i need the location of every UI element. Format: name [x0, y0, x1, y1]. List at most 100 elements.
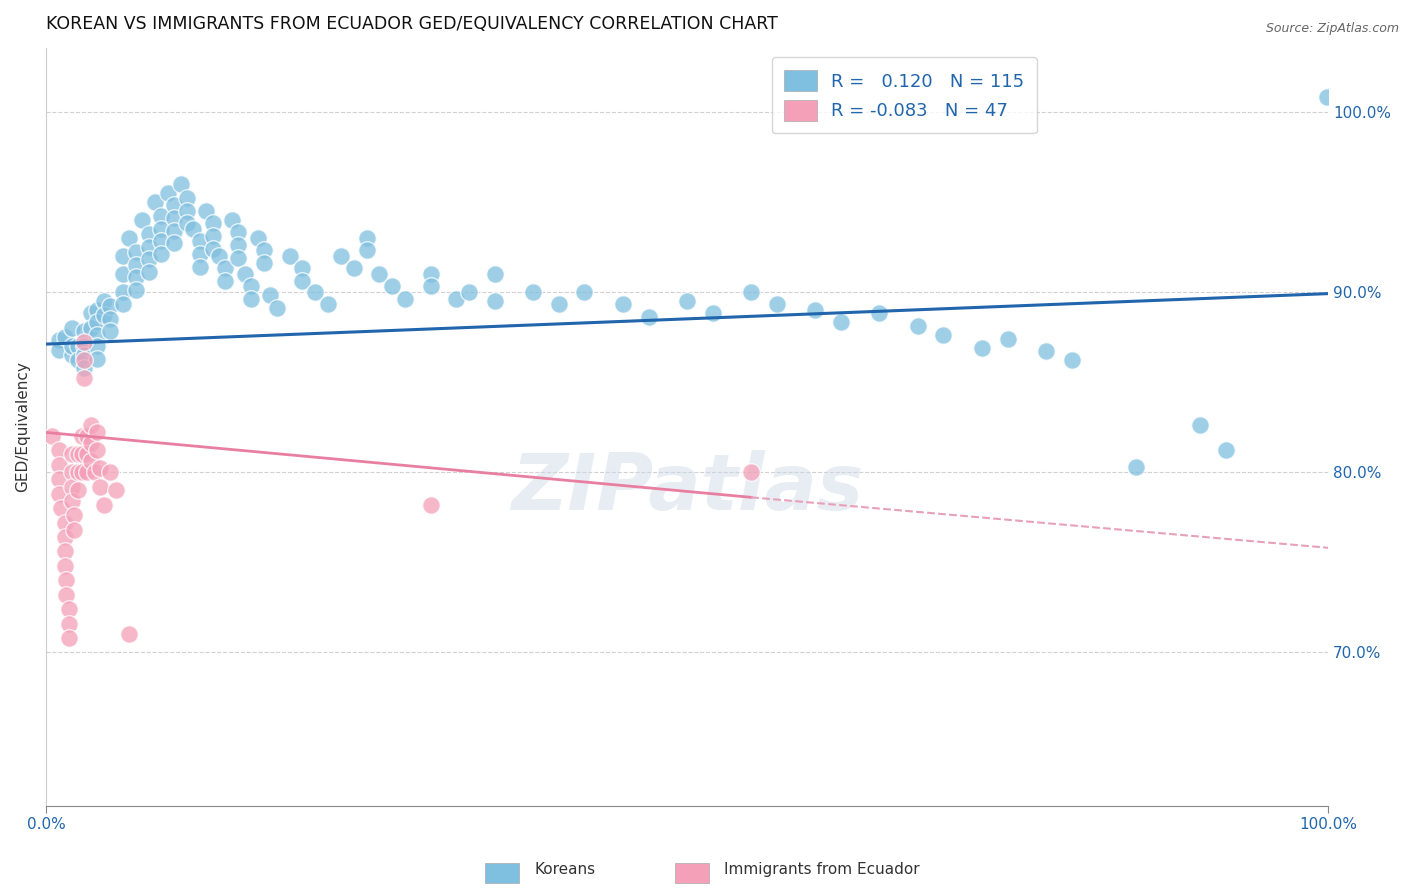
Point — [612, 297, 634, 311]
Point — [419, 498, 441, 512]
Point — [169, 177, 191, 191]
Point — [676, 293, 699, 308]
Point — [226, 225, 249, 239]
Point — [80, 321, 103, 335]
Point — [93, 308, 115, 322]
Point — [547, 297, 569, 311]
Point — [60, 339, 83, 353]
Point — [458, 285, 481, 299]
Point — [41, 429, 63, 443]
Point — [118, 627, 141, 641]
Point — [804, 302, 827, 317]
Point — [80, 436, 103, 450]
Point — [143, 194, 166, 209]
Point — [1125, 459, 1147, 474]
Point — [163, 211, 186, 225]
Point — [48, 443, 70, 458]
Point — [163, 223, 186, 237]
Point — [66, 465, 89, 479]
Point — [201, 216, 224, 230]
Point — [89, 461, 111, 475]
Point — [60, 494, 83, 508]
Point — [131, 212, 153, 227]
Point — [86, 302, 108, 317]
Point — [176, 216, 198, 230]
Point — [419, 267, 441, 281]
Point — [70, 465, 93, 479]
Text: Source: ZipAtlas.com: Source: ZipAtlas.com — [1265, 22, 1399, 36]
Point — [368, 267, 391, 281]
Point — [176, 191, 198, 205]
Point — [60, 447, 83, 461]
Point — [484, 267, 506, 281]
Point — [73, 360, 96, 375]
Point — [253, 244, 276, 258]
Point — [51, 501, 73, 516]
Point — [138, 227, 160, 241]
Point — [138, 265, 160, 279]
Point — [907, 319, 929, 334]
Point — [53, 530, 76, 544]
Point — [93, 293, 115, 308]
Point — [66, 483, 89, 497]
Point — [484, 293, 506, 308]
Point — [183, 221, 205, 235]
Point — [702, 306, 724, 320]
Point — [997, 332, 1019, 346]
Point — [48, 472, 70, 486]
Point — [80, 454, 103, 468]
Point — [246, 231, 269, 245]
Point — [830, 316, 852, 330]
Point — [55, 574, 77, 588]
Point — [111, 267, 134, 281]
Text: Koreans: Koreans — [534, 863, 595, 877]
Point — [150, 209, 173, 223]
Point — [253, 256, 276, 270]
Point — [637, 310, 659, 324]
Point — [55, 588, 77, 602]
Legend: R =   0.120   N = 115, R = -0.083   N = 47: R = 0.120 N = 115, R = -0.083 N = 47 — [772, 57, 1038, 134]
Point — [394, 292, 416, 306]
Point — [53, 544, 76, 558]
Text: ZIPatlas: ZIPatlas — [510, 450, 863, 525]
Point — [89, 479, 111, 493]
Point — [111, 249, 134, 263]
Point — [98, 465, 121, 479]
Point — [356, 231, 378, 245]
Point — [1060, 353, 1083, 368]
Point — [125, 270, 148, 285]
Point — [63, 508, 86, 523]
Point — [188, 247, 211, 261]
Point — [48, 486, 70, 500]
Point — [214, 261, 236, 276]
Point — [208, 249, 231, 263]
Point — [932, 328, 955, 343]
Point — [329, 249, 352, 263]
Text: Immigrants from Ecuador: Immigrants from Ecuador — [724, 863, 920, 877]
Point — [214, 274, 236, 288]
Point — [111, 285, 134, 299]
Point — [316, 297, 339, 311]
Point — [73, 348, 96, 362]
Point — [73, 335, 96, 350]
Point — [240, 279, 263, 293]
Point — [176, 203, 198, 218]
Point — [138, 252, 160, 267]
Point — [86, 328, 108, 343]
Point — [76, 429, 98, 443]
Point — [48, 334, 70, 348]
Point — [259, 288, 281, 302]
Point — [125, 258, 148, 272]
Point — [226, 251, 249, 265]
Point — [76, 447, 98, 461]
Point — [240, 292, 263, 306]
Point — [188, 235, 211, 249]
Point — [98, 311, 121, 326]
Point — [1188, 418, 1211, 433]
Point — [73, 371, 96, 385]
Point — [304, 285, 326, 299]
Point — [868, 306, 890, 320]
Point — [58, 631, 80, 645]
Point — [356, 244, 378, 258]
Point — [970, 341, 993, 355]
